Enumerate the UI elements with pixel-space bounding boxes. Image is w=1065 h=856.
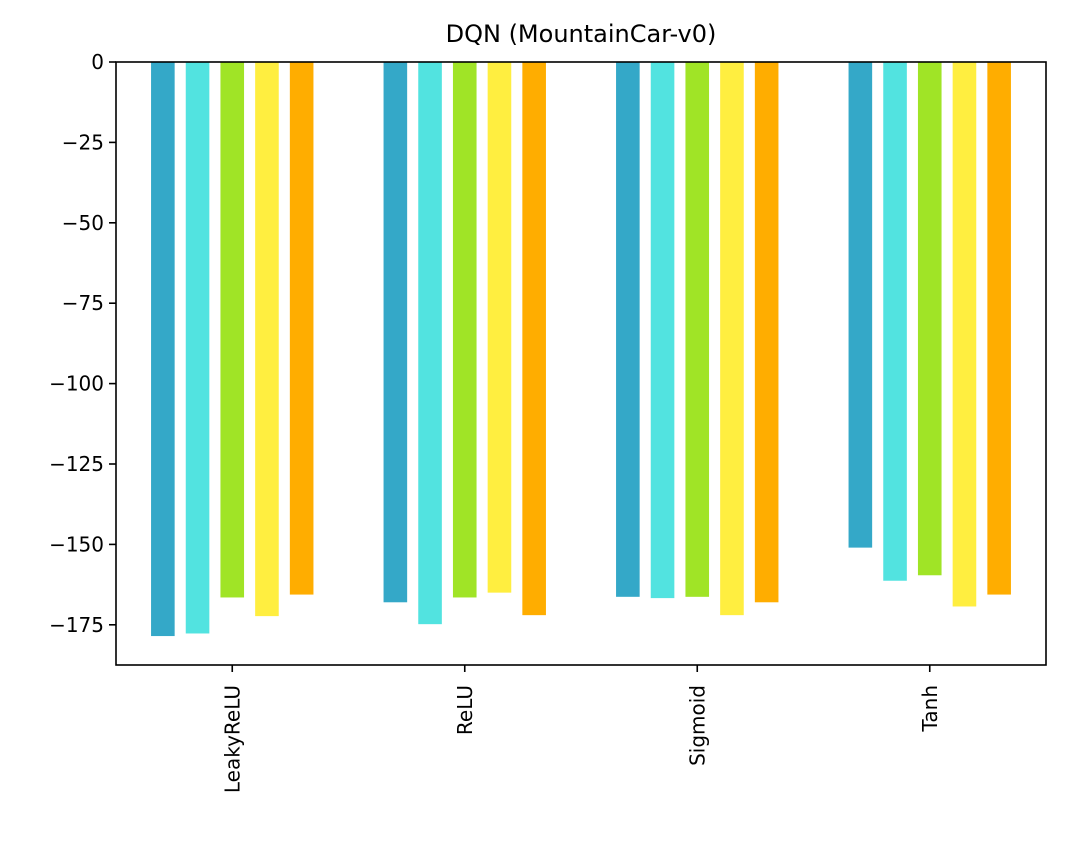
- bar-leakyrelu-1: [151, 62, 175, 637]
- x-axis: LeakyReLU ReLU Sigmoid Tanh: [220, 665, 942, 793]
- y-tick-label: 0: [91, 50, 104, 74]
- plot-frame: [115, 61, 1047, 666]
- x-tick-label-tanh: Tanh: [918, 685, 942, 733]
- y-tick-label: −25: [62, 130, 104, 154]
- bar-sigmoid-1: [616, 62, 640, 597]
- bar-tanh-3: [917, 62, 942, 576]
- bar-leakyrelu-4: [255, 62, 279, 617]
- bar-tanh-4: [952, 62, 977, 607]
- bar-relu-2: [418, 62, 442, 625]
- bar-tanh-2: [883, 62, 907, 581]
- x-tick-label-leakyrelu: LeakyReLU: [220, 685, 244, 793]
- bar-leakyrelu-3: [220, 62, 245, 598]
- bar-leakyrelu-5: [289, 62, 314, 595]
- bar-tanh-5: [987, 62, 1011, 595]
- bar-sigmoid-4: [720, 62, 744, 616]
- bar-sigmoid-2: [650, 62, 675, 599]
- bar-leakyrelu-2: [185, 62, 210, 634]
- y-tick-label: −150: [49, 532, 104, 556]
- y-tick-label: −125: [49, 452, 104, 476]
- y-tick-label: −175: [49, 613, 104, 637]
- bar-relu-1: [383, 62, 408, 603]
- bar-sigmoid-3: [685, 62, 710, 597]
- bar-relu-3: [452, 62, 477, 598]
- bar-relu-4: [487, 62, 512, 593]
- chart-title: DQN (MountainCar-v0): [446, 20, 717, 48]
- x-tick-label-relu: ReLU: [453, 685, 477, 735]
- bars-group: [151, 62, 1011, 637]
- bar-sigmoid-5: [754, 62, 779, 603]
- bar-relu-5: [522, 62, 546, 616]
- y-tick-label: −75: [62, 291, 104, 315]
- y-axis: 0 −25 −50 −75 −100 −125 −150 −175: [49, 50, 116, 637]
- y-tick-label: −50: [62, 211, 104, 235]
- y-tick-label: −100: [49, 372, 104, 396]
- x-tick-label-sigmoid: Sigmoid: [685, 685, 709, 766]
- bar-tanh-1: [848, 62, 873, 548]
